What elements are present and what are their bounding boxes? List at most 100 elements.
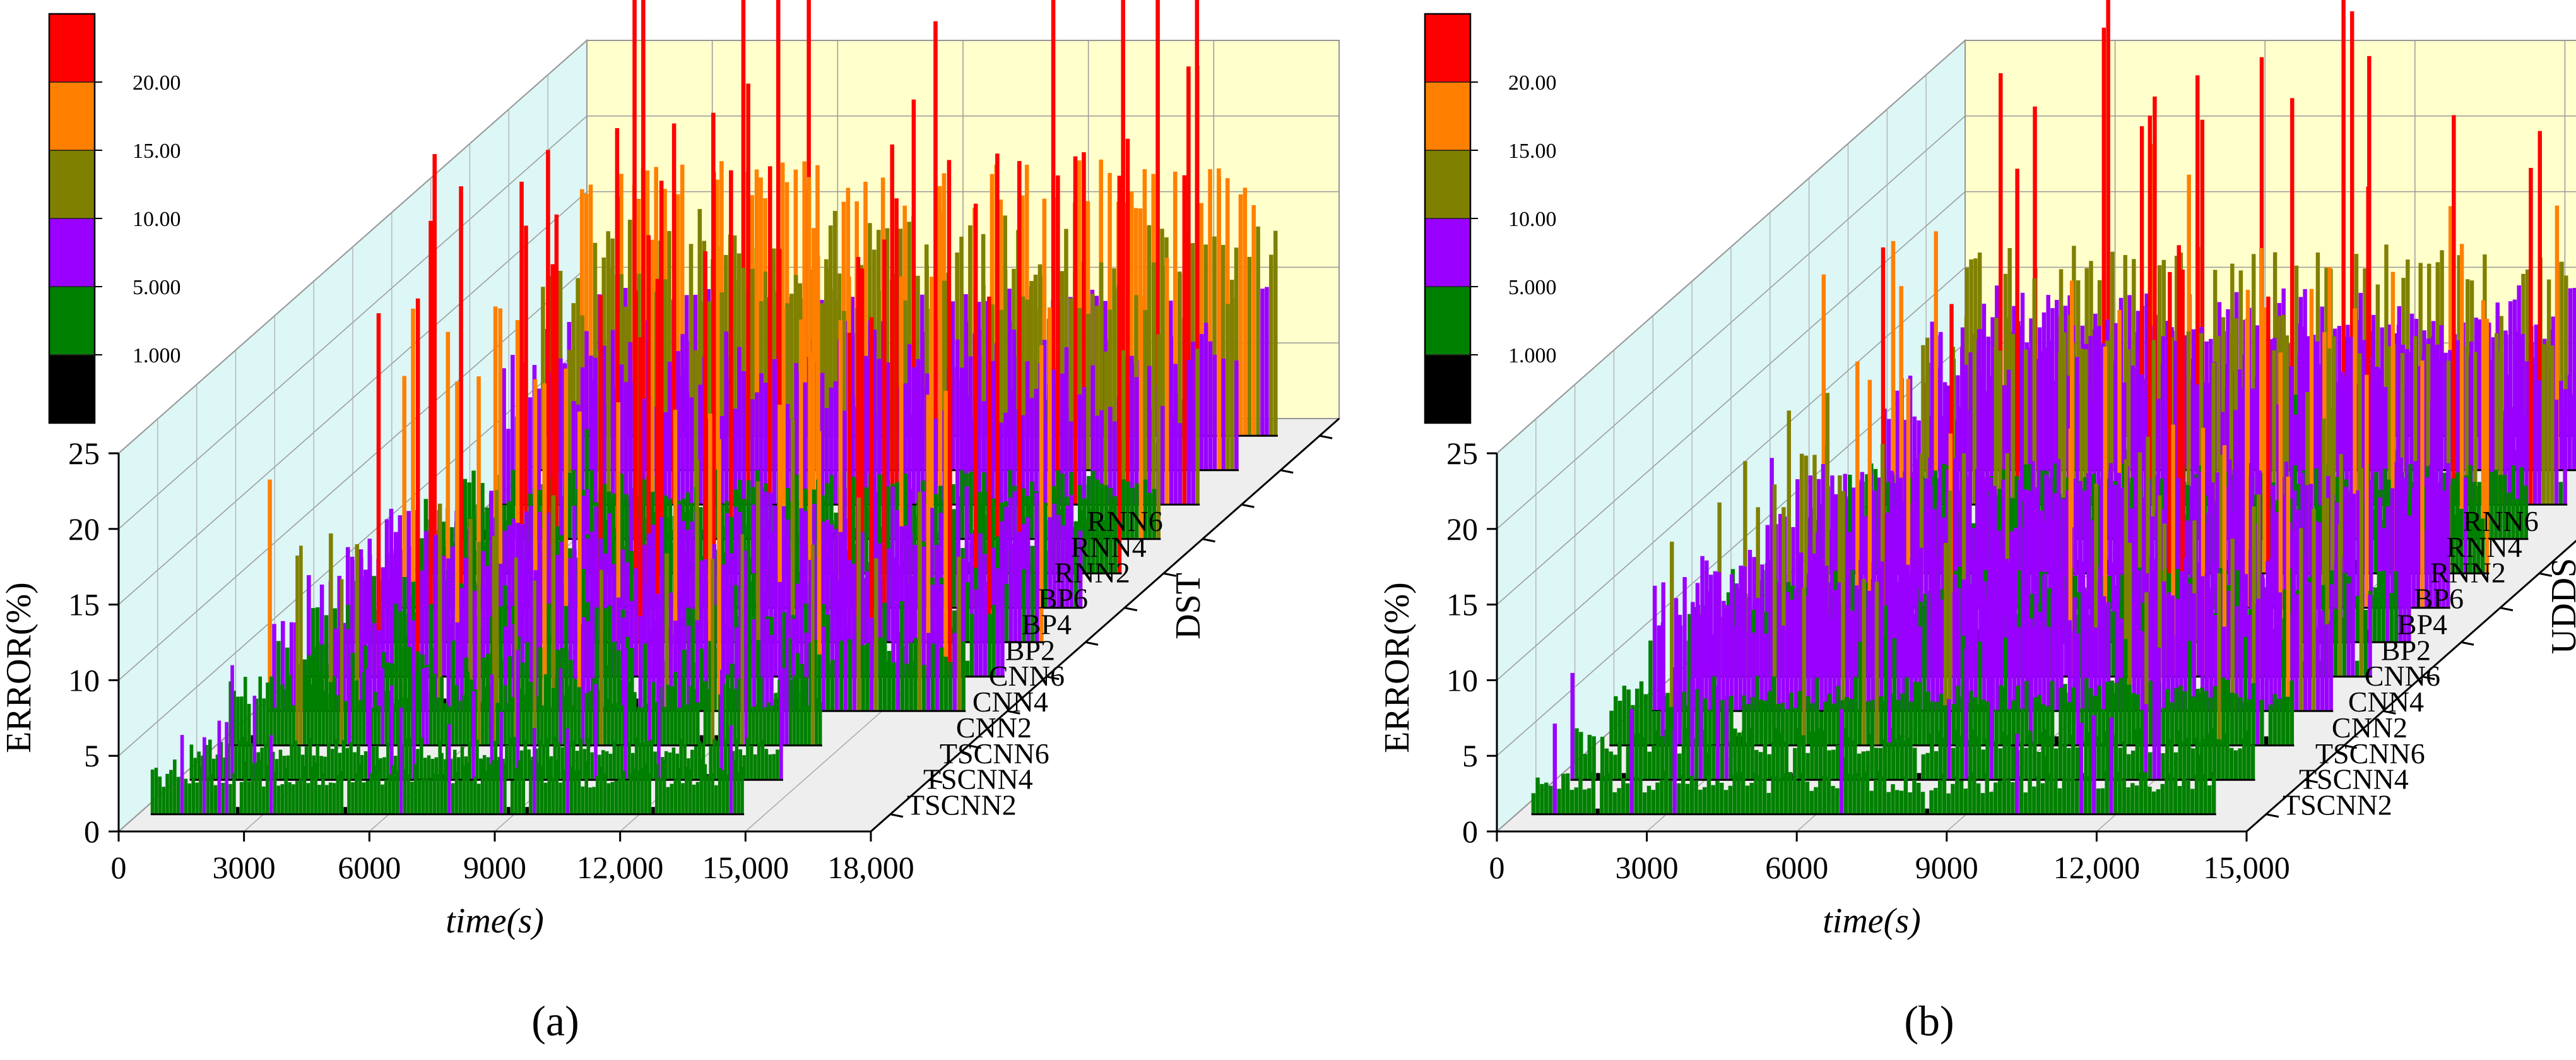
bar [269,676,273,746]
colorbar-label: 10.00 [1508,208,1557,231]
bar [1836,686,1841,746]
bar [2103,346,2108,643]
bar [860,578,865,677]
bar [2325,497,2329,677]
bar [2295,593,2299,712]
bar [2416,460,2420,608]
bar [918,492,922,712]
bar [2071,687,2076,746]
bar [1947,699,1951,780]
bar [1621,773,1626,780]
bar [1999,604,2004,712]
bar [2122,779,2126,814]
bar [2247,614,2252,712]
bar [2161,753,2165,780]
bar [673,409,678,677]
bar [2200,688,2204,746]
bar [1818,780,1823,814]
bar [1797,691,1802,746]
bar [838,320,843,608]
bar [2195,75,2200,470]
bar [673,779,678,814]
bar [1747,631,1751,712]
bar [2373,509,2378,574]
bar [391,765,396,814]
bar [1793,747,1797,780]
bar [515,320,520,574]
bar [554,214,559,539]
bar [1827,750,1831,780]
bar [1694,689,1699,746]
bar [1635,688,1640,746]
bar [571,741,576,780]
bar [2118,677,2123,746]
bar [308,737,312,780]
bar [1972,729,1977,780]
bar [825,483,829,539]
bar [1959,407,1964,505]
bar [2354,660,2360,677]
bar [493,306,498,539]
bar [2135,367,2139,505]
bar [2370,380,2375,505]
bar [1687,640,1691,712]
bar [533,728,536,814]
bar [2084,741,2088,780]
bar [1000,576,1005,677]
bar [1073,156,1078,505]
bar [1020,296,1025,470]
bar [258,760,262,814]
bar [820,372,825,505]
bar [2046,627,2051,712]
bar [689,397,694,505]
bar [523,739,528,780]
bar [525,642,529,712]
bar [2248,463,2254,608]
bar [996,568,1000,677]
bar [2532,382,2538,505]
bar [2230,539,2235,712]
bar [741,0,746,436]
bar [705,774,709,780]
bar [2502,475,2507,539]
bar [1972,771,1976,814]
bar [2127,684,2132,746]
bar [2040,470,2045,539]
bar [536,696,540,746]
bar [217,720,222,814]
bar [603,665,608,712]
bar [1770,458,1774,608]
bar [512,737,516,780]
bar [1874,747,1879,780]
depth-label-rnn2: RNN2 [2430,557,2506,589]
bar [1811,703,1815,746]
bar [804,633,809,712]
bar [252,695,257,780]
bar [2092,715,2096,814]
bar [1814,677,1819,746]
bar [285,647,290,712]
bar [785,303,789,470]
bar [1973,697,1978,746]
bar [1169,336,1174,470]
bar [2228,460,2232,608]
series-group [150,0,1278,816]
bar [1917,682,1922,746]
bar [1926,691,1930,746]
bar [948,662,953,712]
bar [1788,771,1793,814]
bar [755,392,759,505]
depth-tick [2500,607,2514,612]
bar [567,350,572,505]
bar [788,680,793,746]
bar [1845,697,1849,746]
bar [446,331,451,608]
bar [2026,491,2031,608]
y-tick-label: 25 [68,436,100,471]
bar [517,760,522,814]
bar [1195,66,1200,470]
bar [1954,458,1958,608]
bar [2221,317,2226,470]
bar [480,759,485,814]
bar [1925,808,1930,814]
